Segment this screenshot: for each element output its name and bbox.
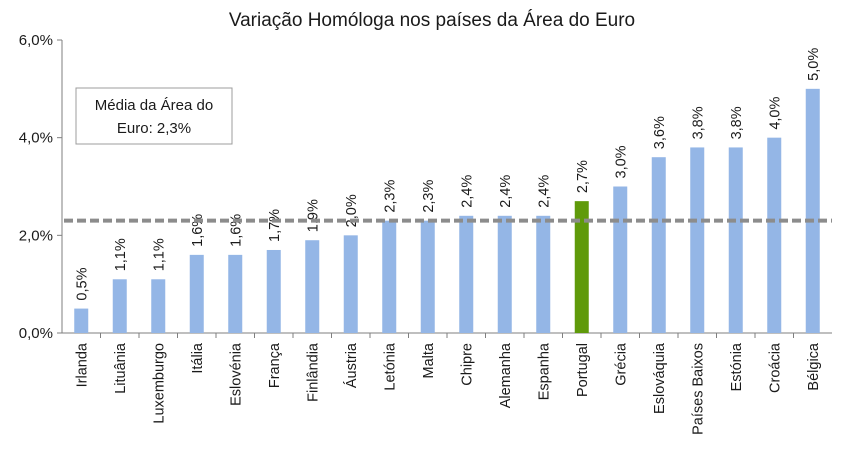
category-label: Eslovénia <box>228 342 244 406</box>
y-tick-label: 6,0% <box>19 32 53 49</box>
data-label: 2,3% <box>382 180 398 213</box>
bar <box>189 254 204 333</box>
category-label: França <box>267 342 283 388</box>
bar <box>497 215 512 333</box>
data-label: 2,4% <box>459 175 475 208</box>
bars <box>74 88 820 333</box>
data-label: 3,8% <box>729 106 745 139</box>
data-label: 2,4% <box>536 175 552 208</box>
data-label: 1,1% <box>151 238 167 271</box>
category-label: Letónia <box>382 342 398 391</box>
category-label: Lituânia <box>113 342 129 394</box>
bar <box>805 88 820 333</box>
data-labels: 0,5%1,1% 1,1%1,6% 1,6% 1,7% 1,9% 2,0% 2,3% 2,3%… <box>74 48 822 301</box>
bar <box>74 308 89 333</box>
annotation-box <box>75 87 233 145</box>
data-label: 0,5% <box>74 267 90 300</box>
bar <box>228 254 243 333</box>
category-label: Eslováquia <box>652 342 668 414</box>
category-label: Países Baixos <box>690 343 706 435</box>
category-label: Espanha <box>536 342 552 400</box>
bar <box>613 186 628 333</box>
annotation-line-1: Média da Área do <box>95 97 213 114</box>
category-label: Irlanda <box>74 342 90 387</box>
data-label: 2,7% <box>575 160 591 193</box>
category-label: Itália <box>190 342 206 374</box>
category-label: Croácia <box>767 342 783 393</box>
data-label: 1,6% <box>190 214 206 247</box>
y-tick-label: 0,0% <box>19 325 53 342</box>
bar <box>305 240 320 333</box>
chart-title: Variação Homóloga nos países da Área do … <box>229 10 635 31</box>
bar <box>728 147 743 333</box>
data-label: 1,9% <box>305 199 321 232</box>
data-label: 5,0% <box>806 48 822 81</box>
bar <box>651 157 666 333</box>
category-label: Finlândia <box>305 342 321 402</box>
category-label: Estónia <box>729 342 745 391</box>
y-tick-label: 2,0% <box>19 227 53 244</box>
bar <box>382 220 397 333</box>
bar <box>266 249 281 333</box>
bar <box>536 215 551 333</box>
category-label: Chipre <box>459 343 475 386</box>
y-axis-ticks: 0,0% 2,0% 4,0% 6,0% <box>19 32 62 342</box>
category-label: Áustria <box>343 342 360 388</box>
data-label: 1,6% <box>228 214 244 247</box>
bar <box>574 201 589 333</box>
y-tick-label: 4,0% <box>19 130 53 147</box>
data-label: 4,0% <box>767 97 783 130</box>
category-label: Alemanha <box>498 342 514 408</box>
category-label: Luxemburgo <box>151 343 167 424</box>
category-label: Malta <box>421 342 437 378</box>
bar <box>690 147 705 333</box>
data-label: 1,1% <box>113 238 129 271</box>
bar <box>151 279 166 333</box>
data-label: 3,8% <box>690 106 706 139</box>
bar <box>767 137 782 333</box>
category-label: Bélgica <box>806 342 822 390</box>
bar <box>420 220 435 333</box>
bar <box>459 215 474 333</box>
data-label: 1,7% <box>267 209 283 242</box>
average-annotation-box: Média da Área do Euro: 2,3% <box>75 87 233 145</box>
bar <box>343 235 358 333</box>
bar <box>112 279 127 333</box>
data-label: 2,4% <box>498 175 514 208</box>
category-label: Grécia <box>613 342 629 386</box>
data-label: 3,6% <box>652 116 668 149</box>
annotation-line-2: Euro: 2,3% <box>117 120 191 137</box>
data-label: 2,3% <box>421 180 437 213</box>
category-labels: Irlanda Lituânia Luxemburgo Itália Eslovénia… <box>74 333 822 435</box>
category-label: Portugal <box>575 343 591 397</box>
data-label: 3,0% <box>613 145 629 178</box>
